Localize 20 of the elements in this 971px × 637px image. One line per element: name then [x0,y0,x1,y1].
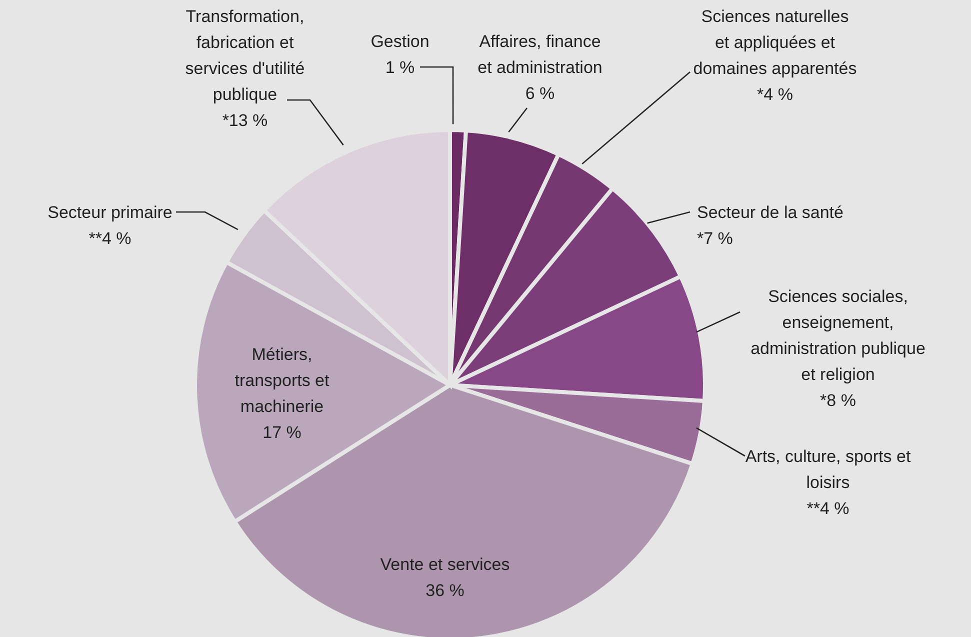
slice-label: Vente et services [380,555,510,574]
slice-label: Transformation, fabrication et services d'utilité publique [185,7,305,104]
data-label: *13 % [222,111,268,130]
data-label: 6 % [525,84,555,103]
slice-label: Sciences sociales, enseignement, administration publique et religion [750,287,926,384]
data-label: **4 % [806,499,850,518]
slice-label: Arts, culture, sports et loisirs [745,447,911,492]
data-label: *4 % [757,85,793,104]
slice-label: Affaires, finance et administration [478,32,602,77]
slice-label: Gestion [370,32,430,51]
data-label: 36 % [426,581,464,600]
data-label: 17 % [262,423,302,442]
slice-label: Sciences naturelles et appliquées et domaines apparentés [693,7,857,78]
data-label: *8 % [820,391,856,410]
slice-label: Secteur primaire [48,203,172,222]
data-label: **4 % [88,229,132,248]
slice-label: Secteur de la santé [697,203,844,222]
slice-label: Métiers, transports et machinerie [234,345,330,416]
data-label: *7 % [697,229,733,248]
data-label: 1 % [385,58,415,77]
